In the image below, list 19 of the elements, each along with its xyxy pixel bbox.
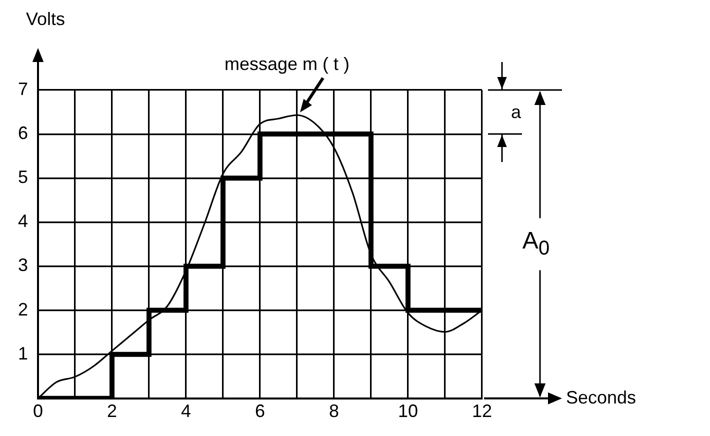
x-tick-label: 2 (107, 401, 118, 422)
text: a (510, 102, 522, 122)
y-tick-label: 4 (18, 211, 28, 232)
y-tick-label: 1 (18, 343, 28, 364)
x-tick-label: 12 (472, 401, 492, 422)
y-tick-label: 6 (18, 123, 28, 144)
x-tick-label: 10 (398, 401, 418, 422)
y-tick-label: 2 (18, 299, 28, 320)
x-tick-label: 4 (181, 401, 192, 422)
y-tick-label: 7 (18, 78, 28, 99)
text: A$_{0}$ (522, 228, 550, 260)
y-axis-title: Volts (26, 8, 66, 29)
x-axis-title: Seconds (566, 387, 636, 408)
y-tick-label: 5 (18, 167, 28, 188)
x-tick-label: 0 (33, 401, 44, 422)
x-tick-label: 8 (328, 401, 340, 422)
x-tick-label: 6 (255, 401, 266, 422)
y-tick-label: 3 (18, 255, 28, 276)
annotation: message m ( t ) (224, 54, 350, 74)
